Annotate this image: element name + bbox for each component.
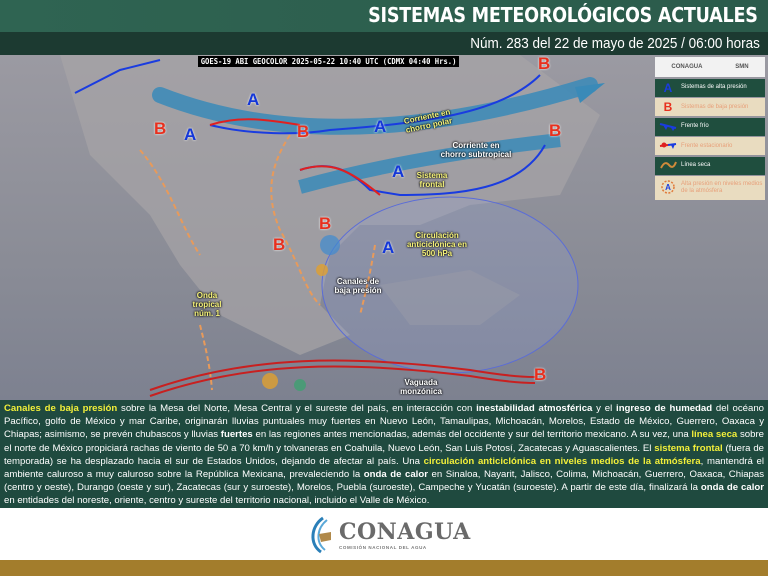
forecast-text-segment: sobre la Mesa del Norte, Mesa Central y … — [117, 403, 477, 414]
satellite-caption: GOES-19 ABI GEOCOLOR 2025-05-22 10:40 UT… — [198, 56, 460, 67]
tropical-wave — [199, 324, 213, 391]
subtropical-jet-label: Corriente en chorro subtropical — [440, 141, 512, 159]
svg-text:A: A — [665, 183, 671, 192]
high-pressure-marker: A — [247, 90, 260, 109]
stationary-front-icon — [655, 139, 681, 153]
bulletin-number-date: Núm. 283 del 22 de mayo de 2025 / 06:00 … — [470, 35, 760, 52]
monsoon-trough-label: Vaguada monzónica — [400, 378, 442, 396]
dry-line — [139, 149, 201, 256]
forecast-text-segment: (fuera de temporada) se ha desplazado ha… — [4, 442, 765, 467]
forecast-highlight: línea seca — [691, 429, 738, 441]
yucatan-cuba-land — [380, 270, 520, 325]
legend-label: Frente frío — [681, 123, 709, 129]
title-bar: SISTEMAS METEOROLÓGICOS ACTUALES — [0, 0, 768, 32]
forecast-highlight: ingreso de humedad — [616, 403, 713, 414]
frontal-system-label: Sistema frontal — [416, 171, 448, 189]
legend-label: Alta presión en niveles medios de la atm… — [681, 181, 763, 194]
high-pressure-icon: A — [663, 80, 673, 95]
cold-front — [209, 74, 541, 135]
forecast-highlight: inestabilidad atmosférica — [476, 403, 593, 414]
anticyclone-label: Circulación anticiclónica en 500 hPa — [406, 231, 468, 258]
storm-cloud — [294, 379, 306, 391]
cold-front-icon — [655, 120, 681, 134]
low-pressure-marker: B — [273, 235, 286, 254]
page-title: SISTEMAS METEOROLÓGICOS ACTUALES — [368, 3, 758, 27]
tropical-wave-label: Onda tropical núm. 1 — [192, 291, 222, 318]
storm-cloud — [320, 235, 340, 255]
low-pressure-marker: B — [549, 121, 562, 140]
high-pressure-marker: A — [392, 162, 405, 181]
low-channels-label: Canales de baja presión — [334, 277, 382, 295]
forecast-text: Canales de baja presión sobre la Mesa de… — [4, 402, 764, 508]
forecast-text-segment: en Sinaloa, Nayarit, Jalisco, Colima, Mi… — [4, 469, 765, 494]
storm-cloud — [262, 373, 278, 389]
land-mass — [60, 55, 600, 355]
legend-item-mid-level-high: A Alta presión en niveles medios de la a… — [655, 176, 765, 200]
high-pressure-marker: A — [382, 238, 395, 257]
conagua-footer-logo: CONAGUA COMISIÓN NACIONAL DEL AGUA — [305, 516, 471, 554]
forecast-highlight: Canales de baja presión — [4, 403, 118, 414]
monsoon-trough-line — [149, 365, 536, 397]
forecast-text-segment: , mantendrá el ambiente caluroso a muy c… — [4, 455, 764, 481]
footer-gold-bar — [0, 560, 768, 576]
warm-front — [209, 118, 301, 126]
stationary-front-warm-segment — [299, 165, 381, 196]
monsoon-trough-line — [149, 359, 536, 391]
weather-map: GOES-19 ABI GEOCOLOR 2025-05-22 10:40 UT… — [0, 55, 768, 400]
cold-front — [74, 59, 161, 94]
forecast-highlight: onda de calor — [700, 482, 764, 494]
subtitle-bar: Núm. 283 del 22 de mayo de 2025 / 06:00 … — [0, 32, 768, 55]
legend-item-low-pressure: B Sistemas de baja presión — [655, 98, 765, 116]
forecast-highlight: fuertes — [220, 429, 253, 441]
satellite-map-graphic — [0, 55, 768, 400]
low-pressure-marker: B — [154, 119, 167, 138]
storm-cloud — [316, 264, 328, 276]
forecast-text-segment: del océano Pacífico, golfo de México y m… — [4, 403, 764, 441]
footer-logo-name: CONAGUA — [339, 519, 471, 545]
forecast-highlight: onda de calor — [363, 469, 428, 481]
legend-label: Sistemas de baja presión — [681, 103, 749, 110]
low-pressure-marker: B — [538, 54, 551, 73]
dry-line-icon — [655, 159, 681, 173]
forecast-text-segment: sobre el norte de México propiciará rach… — [4, 429, 764, 454]
low-pressure-trough — [270, 134, 321, 306]
high-pressure-marker: A — [374, 117, 387, 136]
legend-label: Sistemas de alta presión — [681, 84, 747, 90]
legend-logos: CONAGUA SMN — [655, 57, 765, 77]
footer: CONAGUA COMISIÓN NACIONAL DEL AGUA — [0, 508, 768, 560]
legend-item-cold-front: Frente frío — [655, 117, 765, 136]
subtropical-jet-stream — [298, 133, 561, 194]
low-pressure-marker: B — [534, 365, 547, 384]
low-pressure-marker: B — [319, 214, 332, 233]
forecast-text-segment: en las regiones antes mencionadas, ademá… — [252, 429, 692, 441]
legend-label: Frente estacionario — [681, 142, 733, 149]
legend-item-high-pressure: A Sistemas de alta presión — [655, 78, 765, 97]
legend-item-stationary-front: Frente estacionario — [655, 137, 765, 155]
footer-logo-subtitle: COMISIÓN NACIONAL DEL AGUA — [339, 545, 427, 550]
low-pressure-trough — [359, 244, 376, 316]
forecast-highlight: sistema frontal — [654, 442, 723, 454]
map-legend: CONAGUA SMN A Sistemas de alta presión B… — [655, 57, 765, 200]
legend-label: Línea seca — [681, 162, 711, 168]
low-pressure-marker: B — [297, 122, 310, 141]
mid-level-high-icon: A — [655, 179, 681, 198]
low-pressure-icon: B — [663, 100, 673, 114]
forecast-highlight: circulación anticiclónica en niveles med… — [423, 455, 701, 467]
conagua-logo: CONAGUA — [671, 64, 703, 70]
polar-jet-arrow — [575, 83, 605, 103]
forecast-text-segment: y el — [592, 403, 617, 414]
forecast-summary: Canales de baja presión sobre la Mesa de… — [0, 400, 768, 508]
high-pressure-marker: A — [184, 125, 197, 144]
conagua-emblem-icon — [311, 516, 331, 554]
legend-item-dry-line: Línea seca — [655, 156, 765, 175]
smn-logo: SMN — [735, 64, 749, 70]
forecast-text-segment: en entidades del noreste, oriente, centr… — [4, 495, 430, 507]
